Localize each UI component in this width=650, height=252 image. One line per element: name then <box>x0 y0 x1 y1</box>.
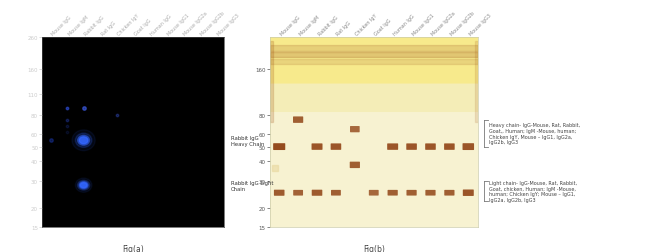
Bar <box>475 42 478 123</box>
FancyBboxPatch shape <box>463 144 474 150</box>
FancyBboxPatch shape <box>387 144 398 150</box>
FancyBboxPatch shape <box>463 190 474 196</box>
FancyBboxPatch shape <box>406 190 417 196</box>
FancyBboxPatch shape <box>350 162 360 168</box>
FancyBboxPatch shape <box>350 127 359 133</box>
Ellipse shape <box>81 183 87 188</box>
Text: Rabbit IgG
Heavy Chain: Rabbit IgG Heavy Chain <box>231 135 264 146</box>
FancyBboxPatch shape <box>445 190 454 196</box>
Text: Heavy chain- IgG-Mouse, Rat, Rabbit,
Goat,, Human; IgM -Mouse, human;
Chicken Ig: Heavy chain- IgG-Mouse, Rat, Rabbit, Goa… <box>489 122 580 145</box>
Ellipse shape <box>77 180 90 190</box>
FancyBboxPatch shape <box>274 190 285 196</box>
FancyBboxPatch shape <box>312 190 322 196</box>
FancyBboxPatch shape <box>425 190 436 196</box>
Ellipse shape <box>75 134 92 148</box>
Bar <box>270 46 478 52</box>
FancyBboxPatch shape <box>387 190 398 196</box>
Bar <box>270 52 478 58</box>
FancyBboxPatch shape <box>425 144 436 150</box>
FancyBboxPatch shape <box>444 144 455 150</box>
Ellipse shape <box>79 182 88 189</box>
Text: Fig(b): Fig(b) <box>363 244 385 252</box>
Ellipse shape <box>72 130 95 151</box>
Text: Rabbit IgG Light
Chain: Rabbit IgG Light Chain <box>231 180 273 191</box>
FancyBboxPatch shape <box>406 144 417 150</box>
Text: Fig(a): Fig(a) <box>122 244 144 252</box>
Ellipse shape <box>79 137 88 144</box>
Ellipse shape <box>75 178 92 193</box>
FancyBboxPatch shape <box>311 144 322 150</box>
FancyBboxPatch shape <box>293 117 303 123</box>
FancyBboxPatch shape <box>293 190 303 196</box>
FancyBboxPatch shape <box>331 190 341 196</box>
FancyBboxPatch shape <box>273 144 285 150</box>
Bar <box>270 42 272 123</box>
Ellipse shape <box>77 136 90 146</box>
FancyBboxPatch shape <box>331 144 341 150</box>
Text: Light chain- IgG-Mouse, Rat, Rabbit,
Goat, chicken, Human; IgM -Mouse,
human; Ch: Light chain- IgG-Mouse, Rat, Rabbit, Goa… <box>489 180 577 202</box>
Bar <box>270 59 478 65</box>
FancyBboxPatch shape <box>369 190 379 196</box>
